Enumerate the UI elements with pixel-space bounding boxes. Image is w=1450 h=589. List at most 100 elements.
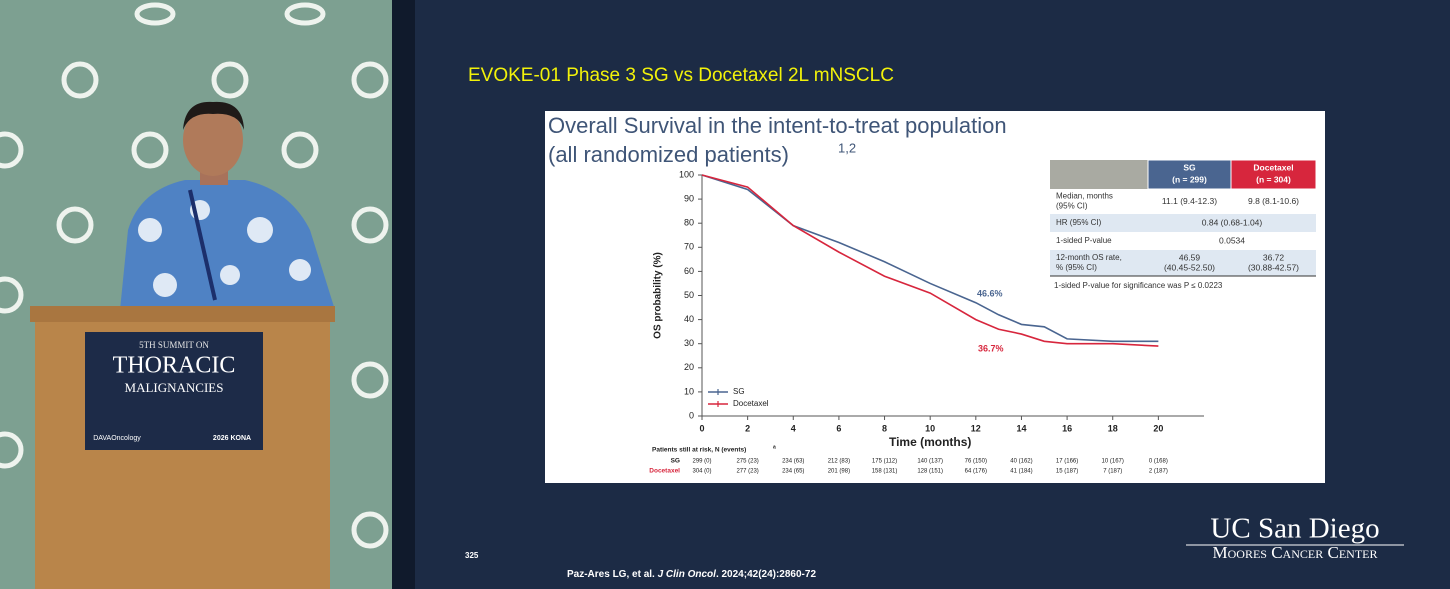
- logo-name: UC San Diego: [1210, 513, 1379, 545]
- table-row-label: HR (95% CI): [1056, 218, 1102, 227]
- table-row: [1050, 232, 1316, 250]
- table-header-text: Docetaxel: [1253, 162, 1293, 172]
- risk-table-note: a: [773, 444, 776, 450]
- risk-cell: 275 (23): [736, 459, 758, 465]
- table-cell: (40.45-52.50): [1164, 262, 1215, 272]
- speaker: [120, 101, 335, 310]
- table-row-label: 1-sided P-value: [1056, 236, 1112, 245]
- podium-text: 5TH SUMMIT ON: [139, 340, 209, 350]
- y-tick-label: 30: [684, 338, 694, 348]
- y-tick-label: 50: [684, 290, 694, 300]
- y-tick-label: 0: [689, 410, 694, 420]
- y-tick-label: 70: [684, 242, 694, 252]
- citation-details: . 2024;42(24):2860-72: [716, 569, 817, 580]
- risk-cell: 277 (23): [736, 469, 758, 475]
- table-cell: (30.88-42.57): [1248, 262, 1299, 272]
- table-row: [1050, 250, 1316, 276]
- risk-cell: 40 (162): [1010, 459, 1032, 465]
- y-tick-label: 10: [684, 386, 694, 396]
- citation: Paz-Ares LG, et al. J Clin Oncol. 2024;4…: [567, 569, 816, 580]
- podium-text: MALIGNANCIES: [125, 380, 224, 395]
- risk-cell: 201 (98): [828, 469, 850, 475]
- y-tick-label: 40: [684, 314, 694, 324]
- separator: [392, 0, 415, 589]
- table-cell: 0.84 (0.68-1.04): [1202, 217, 1263, 227]
- backdrop-logos: [0, 2, 389, 549]
- risk-cell: 234 (63): [782, 459, 804, 465]
- citation-journal: J Clin Oncol: [658, 569, 717, 580]
- y-tick-label: 20: [684, 362, 694, 372]
- risk-cell: 175 (112): [872, 459, 897, 465]
- table-row-label: 12-month OS rate,: [1056, 253, 1122, 262]
- risk-cell: 17 (166): [1056, 459, 1078, 465]
- risk-row-label: Docetaxel: [649, 468, 680, 475]
- risk-cell: 15 (187): [1056, 469, 1078, 475]
- risk-cell: 128 (151): [917, 469, 943, 475]
- x-tick-label: 0: [699, 423, 704, 433]
- risk-cell: 0 (168): [1149, 459, 1168, 465]
- y-axis-label: OS probability (%): [653, 252, 664, 339]
- chart-heading: (all randomized patients): [548, 142, 789, 167]
- risk-cell: 304 (0): [692, 469, 711, 475]
- risk-cell: 140 (137): [917, 459, 943, 465]
- annotation: 46.6%: [977, 288, 1003, 298]
- podium-text: THORACIC: [113, 353, 236, 379]
- podium-logo: DAVAOncology: [93, 435, 141, 442]
- x-tick-label: 8: [882, 423, 887, 433]
- x-tick-label: 16: [1062, 423, 1072, 433]
- risk-cell: 7 (187): [1103, 469, 1122, 475]
- x-tick-label: 6: [836, 423, 841, 433]
- risk-cell: 64 (176): [965, 469, 987, 475]
- risk-cell: 212 (83): [828, 459, 850, 465]
- slide-title: EVOKE-01 Phase 3 SG vs Docetaxel 2L mNSC…: [468, 65, 894, 86]
- risk-row-label: SG: [671, 458, 680, 465]
- podium: [30, 306, 335, 589]
- podium-logo: 2026 KONA: [213, 435, 251, 442]
- table-cell: 0.0534: [1219, 235, 1245, 245]
- legend-label: SG: [733, 387, 745, 396]
- table-cell: 11.1 (9.4-12.3): [1162, 196, 1217, 206]
- table-cell: 36.72: [1263, 252, 1285, 262]
- y-tick-label: 90: [684, 193, 694, 203]
- table-row: [1050, 189, 1316, 214]
- x-tick-label: 10: [925, 423, 935, 433]
- table-header-text: (n = 304): [1256, 174, 1291, 184]
- table-cell: 9.8 (8.1-10.6): [1248, 196, 1299, 206]
- risk-cell: 41 (184): [1010, 469, 1032, 475]
- x-tick-label: 14: [1016, 423, 1026, 433]
- risk-cell: 76 (150): [965, 459, 987, 465]
- table-footnote: 1-sided P-value for significance was P ≤…: [1054, 281, 1223, 290]
- y-tick-label: 100: [679, 169, 694, 179]
- risk-cell: 10 (167): [1102, 459, 1124, 465]
- y-tick-label: 60: [684, 266, 694, 276]
- table-row-label: Median, months: [1056, 192, 1113, 201]
- series-line: [701, 174, 1159, 347]
- x-tick-label: 18: [1108, 423, 1118, 433]
- table-header-text: SG: [1183, 162, 1196, 172]
- x-axis-label: Time (months): [889, 435, 971, 449]
- annotation: 36.7%: [978, 343, 1004, 353]
- chart-heading-superscript: 1,2: [838, 140, 856, 155]
- risk-table-title: Patients still at risk, N (events): [652, 447, 746, 454]
- citation-authors: Paz-Ares LG, et al.: [567, 569, 658, 580]
- table-cell: 46.59: [1179, 252, 1201, 262]
- logo-subtitle: Moores Cancer Center: [1213, 543, 1378, 562]
- table-row: [1050, 214, 1316, 232]
- x-tick-label: 12: [971, 423, 981, 433]
- slide-number: 325: [465, 551, 479, 560]
- table-header-cell: [1147, 159, 1232, 190]
- y-tick-label: 80: [684, 218, 694, 228]
- x-tick-label: 4: [791, 423, 796, 433]
- risk-cell: 158 (131): [872, 469, 898, 475]
- x-tick-label: 20: [1153, 423, 1163, 433]
- table-header-blank: [1050, 160, 1148, 189]
- legend-label: Docetaxel: [733, 399, 769, 408]
- risk-cell: 2 (187): [1149, 469, 1168, 475]
- table-header-text: (n = 299): [1172, 174, 1207, 184]
- table-row-label: (95% CI): [1056, 202, 1088, 211]
- x-tick-label: 2: [745, 423, 750, 433]
- table-row-label: % (95% CI): [1056, 263, 1097, 272]
- chart-heading: Overall Survival in the intent-to-treat …: [548, 113, 1007, 138]
